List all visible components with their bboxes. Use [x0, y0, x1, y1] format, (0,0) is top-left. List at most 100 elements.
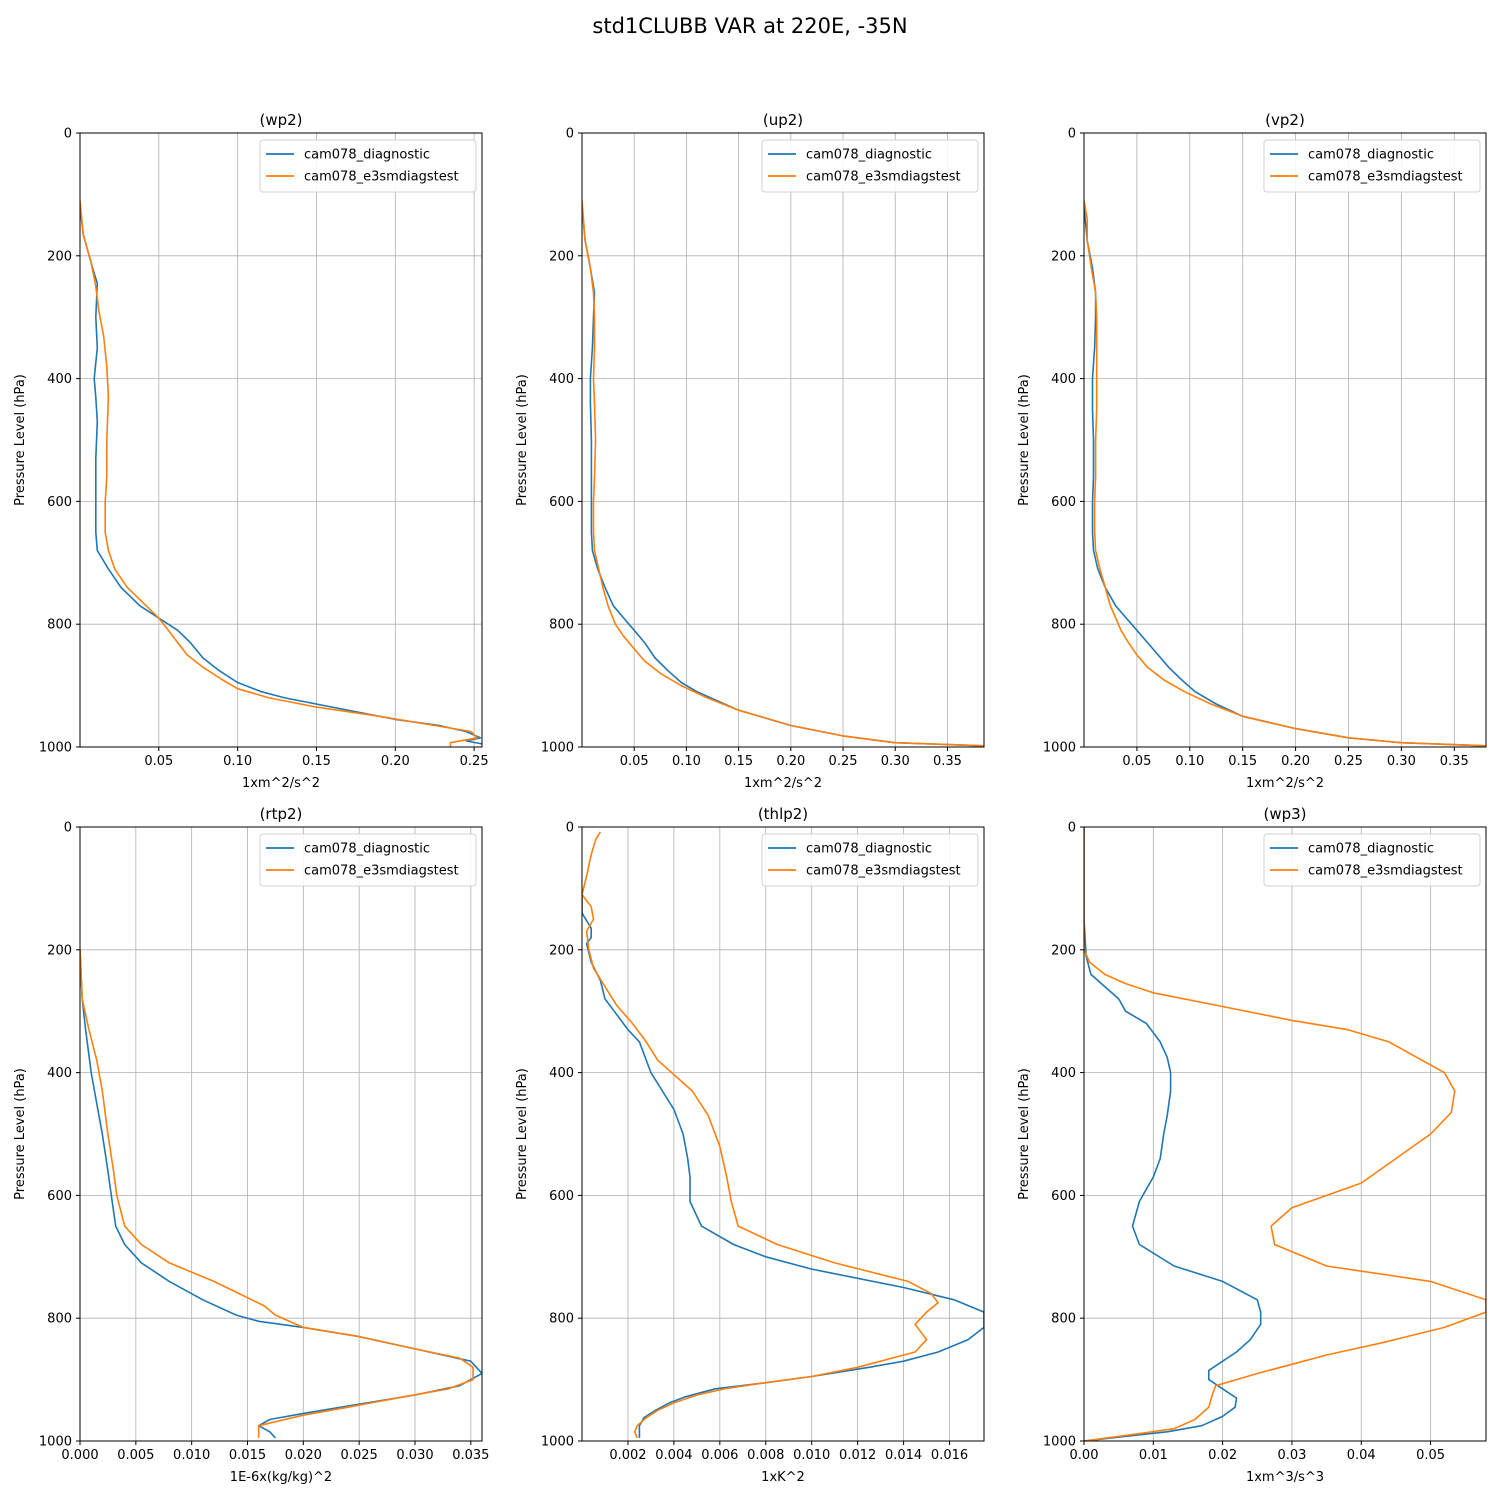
y-axis-label: Pressure Level (hPa) — [1017, 374, 1032, 506]
y-tick-label: 800 — [1051, 618, 1076, 633]
y-tick-label: 600 — [1051, 495, 1076, 510]
x-tick-label: 0.15 — [302, 754, 331, 769]
y-tick-label: 800 — [47, 1312, 72, 1327]
x-tick-label: 0.20 — [776, 754, 805, 769]
legend-label: cam078_diagnostic — [1308, 148, 1434, 163]
axes-frame — [1083, 826, 1487, 1442]
subplot-title: (wp3) — [1263, 805, 1306, 823]
x-tick-label: 0.002 — [609, 1448, 646, 1463]
series-line-cam078_diagnostic — [1084, 827, 1262, 1441]
y-tick-label: 1000 — [541, 741, 574, 756]
subplot-rtp2: 0.000 0.005 0.010 0.015 0.020 0.025 0.030 0.035… — [13, 805, 489, 1485]
x-tick-label: 0.020 — [285, 1448, 322, 1463]
x-tick-label: 0.25 — [1334, 754, 1363, 769]
y-tick-label: 200 — [549, 943, 574, 958]
x-axis-label: 1E-6x(kg/kg)^2 — [230, 1470, 332, 1485]
legend: cam078_diagnostic cam078_e3smdiagstest — [1263, 139, 1481, 193]
x-tick-label: 0.025 — [341, 1448, 378, 1463]
x-tick-label: 0.014 — [885, 1448, 922, 1463]
series-line-cam078_diagnostic — [80, 949, 482, 1439]
y-tick-label: 0 — [1068, 127, 1076, 142]
x-tick-label: 0.10 — [223, 754, 252, 769]
x-tick-label: 0.02 — [1208, 1448, 1237, 1463]
y-axis-label: Pressure Level (hPa) — [13, 374, 28, 506]
x-tick-label: 0.008 — [747, 1448, 784, 1463]
series-line-cam078_e3smdiagstest — [582, 831, 939, 1439]
y-tick-label: 600 — [549, 495, 574, 510]
subplot-title: (thlp2) — [758, 805, 808, 823]
y-axis-label: Pressure Level (hPa) — [13, 1068, 28, 1200]
y-tick-label: 200 — [1051, 943, 1076, 958]
legend-label: cam078_e3smdiagstest — [806, 170, 961, 185]
x-axis-label: 1xm^2/s^2 — [1246, 776, 1324, 791]
legend-box — [761, 139, 979, 193]
subplot-up2: 0.05 0.10 0.15 0.20 0.25 0.30 0.35 0 200 400 600 80… — [515, 111, 985, 791]
x-tick-label: 0.030 — [396, 1448, 433, 1463]
series-line-cam078_diagnostic — [1084, 206, 1486, 747]
legend-box — [1263, 139, 1481, 193]
legend-label: cam078_diagnostic — [304, 148, 430, 163]
y-tick-label: 600 — [1051, 1189, 1076, 1204]
legend-label: cam078_diagnostic — [806, 842, 932, 857]
y-tick-label: 0 — [566, 127, 574, 142]
series-line-cam078_diagnostic — [582, 894, 984, 1438]
x-tick-label: 0.035 — [452, 1448, 489, 1463]
legend-label: cam078_e3smdiagstest — [1308, 170, 1463, 185]
legend-box — [259, 833, 477, 887]
x-tick-label: 0.10 — [1175, 754, 1204, 769]
series-line-cam078_diagnostic — [582, 206, 984, 747]
x-tick-label: 0.25 — [460, 754, 489, 769]
y-tick-label: 1000 — [1043, 1435, 1076, 1450]
x-tick-label: 0.05 — [144, 754, 173, 769]
subplot-vp2: 0.05 0.10 0.15 0.20 0.25 0.30 0.35 0 200 400 600 80… — [1017, 111, 1487, 791]
x-tick-label: 0.006 — [701, 1448, 738, 1463]
x-tick-label: 0.30 — [881, 754, 910, 769]
y-tick-label: 200 — [1051, 249, 1076, 264]
series-line-cam078_e3smdiagstest — [80, 949, 474, 1438]
series-line-cam078_e3smdiagstest — [1084, 200, 1486, 747]
subplot-title: (wp2) — [259, 111, 302, 129]
x-tick-label: 0.35 — [933, 754, 962, 769]
y-tick-label: 0 — [566, 821, 574, 836]
axes-frame — [79, 132, 483, 748]
legend-label: cam078_e3smdiagstest — [304, 864, 459, 879]
y-tick-label: 400 — [1051, 1066, 1076, 1081]
legend-label: cam078_e3smdiagstest — [806, 864, 961, 879]
axes-frame — [1083, 132, 1487, 748]
x-axis-label: 1xm^2/s^2 — [744, 776, 822, 791]
y-axis-label: Pressure Level (hPa) — [515, 374, 530, 506]
y-tick-label: 1000 — [39, 1435, 72, 1450]
legend-box — [1263, 833, 1481, 887]
subplot-wp3: 0.00 0.01 0.02 0.03 0.04 0.05 0 200 400 600 800 100… — [1017, 805, 1487, 1485]
y-tick-label: 0 — [64, 127, 72, 142]
axes-frame — [581, 826, 985, 1442]
x-tick-label: 0.012 — [839, 1448, 876, 1463]
y-tick-label: 200 — [47, 943, 72, 958]
figure-title: std1CLUBB VAR at 220E, -35N — [592, 14, 908, 38]
y-tick-label: 600 — [47, 495, 72, 510]
y-tick-label: 400 — [47, 1066, 72, 1081]
x-tick-label: 0.00 — [1070, 1448, 1099, 1463]
axes-frame — [581, 132, 985, 748]
y-tick-label: 400 — [549, 1066, 574, 1081]
x-tick-label: 0.35 — [1440, 754, 1469, 769]
x-tick-label: 0.20 — [381, 754, 410, 769]
y-tick-label: 200 — [549, 249, 574, 264]
subplot-thlp2: 0.002 0.004 0.006 0.008 0.010 0.012 0.014 0.016… — [515, 805, 985, 1485]
legend-label: cam078_e3smdiagstest — [304, 170, 459, 185]
y-tick-label: 1000 — [541, 1435, 574, 1450]
legend-label: cam078_diagnostic — [806, 148, 932, 163]
legend-box — [259, 139, 477, 193]
x-tick-label: 0.03 — [1277, 1448, 1306, 1463]
subplot-title: (up2) — [763, 111, 803, 129]
y-tick-label: 600 — [549, 1189, 574, 1204]
y-axis-label: Pressure Level (hPa) — [1017, 1068, 1032, 1200]
x-tick-label: 0.20 — [1281, 754, 1310, 769]
subplot-title: (rtp2) — [260, 805, 303, 823]
y-tick-label: 800 — [549, 1312, 574, 1327]
x-axis-label: 1xm^3/s^3 — [1246, 1470, 1324, 1485]
legend-box — [761, 833, 979, 887]
y-tick-label: 400 — [1051, 372, 1076, 387]
y-tick-label: 0 — [64, 821, 72, 836]
